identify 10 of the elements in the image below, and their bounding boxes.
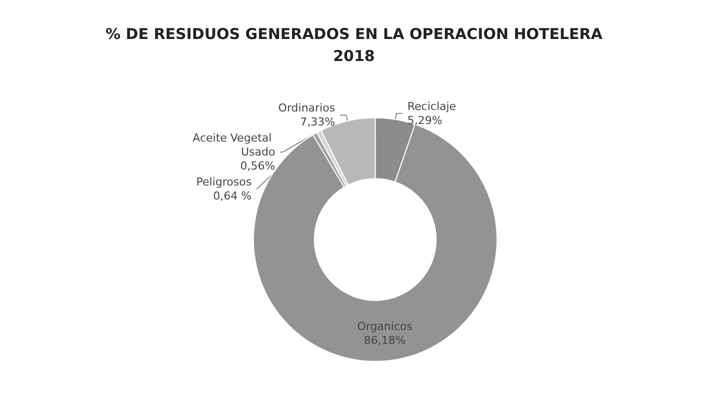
slice-label: Ordinarios xyxy=(278,102,336,115)
data-label: 7,33% xyxy=(300,116,336,129)
data-label: 0,64 % xyxy=(213,190,252,203)
slice-label: Reciclaje xyxy=(407,100,456,113)
slice-label: Aceite Vegetal Usado xyxy=(192,132,276,159)
data-label: 86,18% xyxy=(364,334,406,347)
chart-title: % DE RESIDUOS GENERADOS EN LA OPERACION HOTELERA 2018 xyxy=(106,25,603,65)
slice-label: Peligrosos xyxy=(196,176,252,189)
slice-label: Organicos xyxy=(357,320,413,333)
data-label: 5,29% xyxy=(407,114,442,127)
